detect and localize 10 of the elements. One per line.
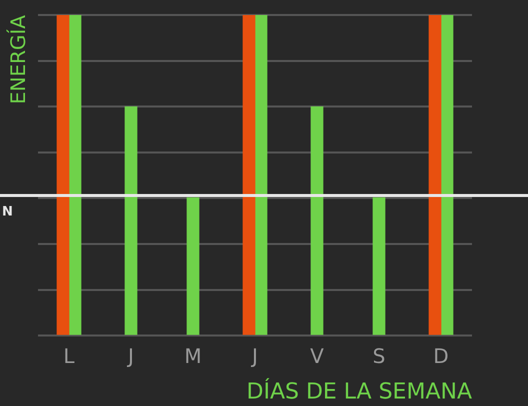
x-axis-title: DÍAS DE LA SEMANA xyxy=(246,378,472,405)
x-tick-label: M xyxy=(184,344,202,368)
x-tick-label: D xyxy=(433,344,449,368)
x-tick-label: S xyxy=(372,344,386,368)
x-tick-label: V xyxy=(310,344,324,368)
x-tick-label: J xyxy=(126,344,134,368)
y-axis-title: ENERGÍA xyxy=(6,14,30,104)
x-tick-label: J xyxy=(250,344,258,368)
ref-line-label: N xyxy=(2,204,13,220)
x-tick-label: L xyxy=(63,344,76,368)
